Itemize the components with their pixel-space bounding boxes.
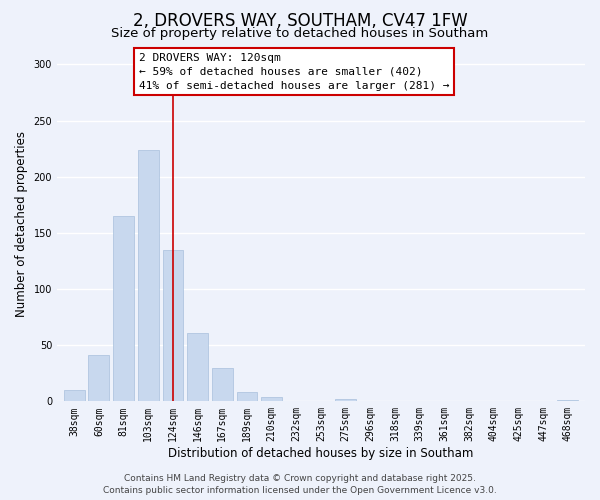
Bar [236, 392, 257, 402]
Bar [557, 400, 578, 402]
Bar [113, 216, 134, 402]
Bar [163, 250, 184, 402]
X-axis label: Distribution of detached houses by size in Southam: Distribution of detached houses by size … [169, 447, 474, 460]
Bar [335, 399, 356, 402]
Text: Size of property relative to detached houses in Southam: Size of property relative to detached ho… [112, 28, 488, 40]
Bar [64, 390, 85, 402]
Y-axis label: Number of detached properties: Number of detached properties [15, 132, 28, 318]
Bar [187, 333, 208, 402]
Bar [212, 368, 233, 402]
Bar [138, 150, 159, 402]
Text: 2, DROVERS WAY, SOUTHAM, CV47 1FW: 2, DROVERS WAY, SOUTHAM, CV47 1FW [133, 12, 467, 30]
Bar [88, 356, 109, 402]
Text: 2 DROVERS WAY: 120sqm
← 59% of detached houses are smaller (402)
41% of semi-det: 2 DROVERS WAY: 120sqm ← 59% of detached … [139, 53, 449, 91]
Bar [261, 397, 282, 402]
Text: Contains HM Land Registry data © Crown copyright and database right 2025.
Contai: Contains HM Land Registry data © Crown c… [103, 474, 497, 495]
